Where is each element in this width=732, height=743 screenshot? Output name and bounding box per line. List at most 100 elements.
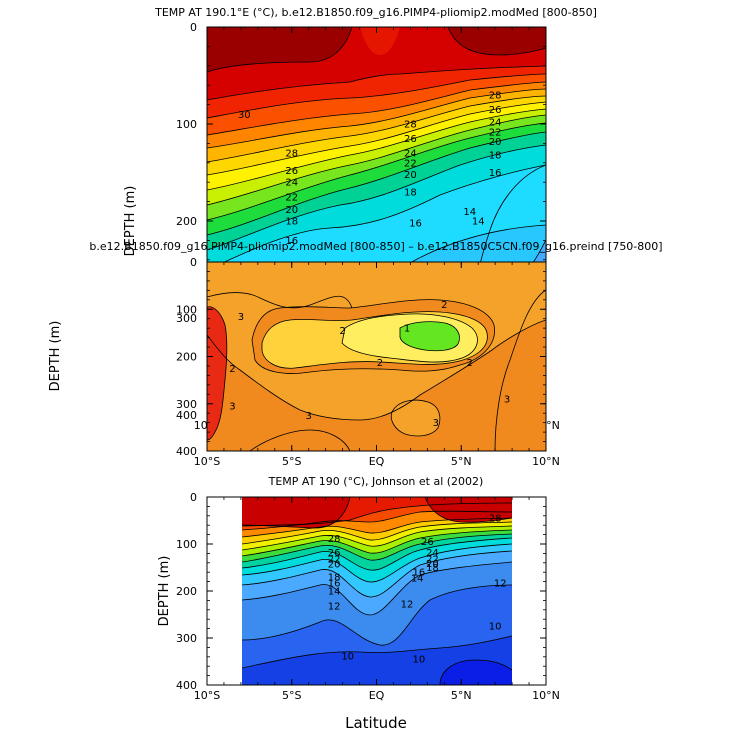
contour-label: 18 [285, 217, 298, 228]
contour-label: 20 [426, 559, 439, 570]
y-tick-label: 200 [176, 351, 197, 364]
panel-2-contour-labels: 3 2 2 1 2 2 2 3 3 3 3 [229, 300, 510, 429]
contour-label: 26 [285, 166, 298, 177]
panel-2-title: b.e12.B1850.f09_g16.PIMP4-pliomip2.modMe… [89, 240, 662, 253]
contour-label: 14 [472, 217, 485, 228]
panel-3-ylabel: DEPTH (m) [157, 556, 172, 627]
contour-label: 20 [404, 170, 417, 181]
x-tick-label: 10°N [532, 455, 560, 468]
contour-label: 20 [489, 137, 502, 148]
panel-1-chart: TEMP AT 190.1°E (°C), b.e12.B1850.f09_g1… [123, 6, 597, 432]
contour-label: 24 [489, 118, 502, 129]
contour-label: 28 [489, 90, 502, 101]
contour-label: 22 [426, 555, 439, 566]
contour-label: 3 [504, 395, 510, 406]
contour-label: 12 [494, 579, 507, 590]
contour-label: 3 [306, 411, 312, 422]
panel-3-contour-fills [242, 497, 512, 685]
contour-label: 18 [489, 151, 502, 162]
panel-3-contour-lines [242, 497, 512, 685]
contour-label: 28 [404, 120, 417, 131]
contour-label: 22 [328, 555, 341, 566]
contour-label: 16 [489, 168, 502, 179]
panel-3-chart: TEMP AT 190 (°C), Johnson et al (2002) [157, 475, 560, 732]
contour-label: 2 [229, 364, 235, 375]
x-tick-label: EQ [369, 689, 385, 702]
contour-label: 24 [404, 149, 417, 160]
contour-label: 2 [339, 326, 345, 337]
contour-label: 26 [328, 548, 341, 559]
contour-label: 12 [401, 600, 414, 611]
contour-label: 10 [413, 655, 426, 666]
panel-2-contour-lines [207, 289, 546, 451]
contour-label: 28 [285, 149, 298, 160]
contour-label: 18 [426, 563, 439, 574]
x-tick-label: 5°S [282, 455, 301, 468]
y-tick-label: 100 [176, 118, 197, 131]
y-tick-label: 300 [176, 398, 197, 411]
contour-label: 28 [328, 534, 341, 545]
contour-label: 16 [413, 568, 426, 579]
y-tick-label: 400 [176, 679, 197, 692]
contour-label: 3 [433, 418, 439, 429]
panel-1-title: TEMP AT 190.1°E (°C), b.e12.B1850.f09_g1… [154, 6, 597, 19]
y-tick-label: 300 [176, 312, 197, 325]
y-tick-label: 400 [176, 445, 197, 458]
y-tick-label: 100 [176, 538, 197, 551]
y-tick-label: 200 [176, 585, 197, 598]
x-axis-title: Latitude [345, 714, 407, 732]
panel-1-contour-fills [207, 27, 546, 415]
contour-label: 3 [238, 312, 244, 323]
contour-label: 16 [409, 218, 422, 229]
contour-label: 28 [489, 514, 502, 525]
contour-label: 26 [489, 105, 502, 116]
y-tick-label: 300 [176, 632, 197, 645]
contour-label: 20 [328, 560, 341, 571]
contour-label: 26 [421, 537, 434, 548]
y-tick-label: 200 [176, 215, 197, 228]
x-tick-label: EQ [369, 455, 385, 468]
contour-label: 20 [285, 205, 298, 216]
panel-2-ylabel: DEPTH (m) [48, 321, 63, 392]
contour-label: 18 [328, 572, 341, 583]
x-tick-label: 10°S [194, 689, 220, 702]
panel-3-title: TEMP AT 190 (°C), Johnson et al (2002) [268, 475, 484, 488]
panel-2-chart: b.e12.B1850.f09_g16.PIMP4-pliomip2.modMe… [48, 240, 663, 468]
contour-label: 2 [441, 300, 447, 311]
contour-label: 14 [463, 207, 476, 218]
contour-label: 18 [404, 187, 417, 198]
x-tick-label: 10°N [532, 689, 560, 702]
contour-label: 22 [404, 158, 417, 169]
contour-label: 3 [229, 402, 235, 413]
panel-1-contour-labels: 3028262422201816141412282624222018161428… [238, 90, 517, 295]
contour-label: 22 [285, 192, 298, 203]
y-tick-label: 100 [176, 303, 197, 316]
y-tick-label: 0 [190, 21, 197, 34]
contour-label: 14 [328, 587, 341, 598]
y-tick-label: 0 [190, 256, 197, 269]
contour-label: 12 [328, 602, 341, 613]
contour-label: 10 [341, 651, 354, 662]
contour-label: 10 [489, 621, 502, 632]
panel-3-axes: 10°S 5°S EQ 5°N 10°N 0 100 200 300 400 [176, 491, 560, 702]
contour-label: 16 [285, 236, 298, 247]
contour-label: 1 [404, 324, 410, 335]
x-tick-label: 5°N [451, 689, 472, 702]
contour-label: 16 [328, 579, 341, 590]
contour-label: 2 [467, 358, 473, 369]
panel-1-ylabel: DEPTH (m) [123, 186, 138, 257]
y-tick-label: 400 [176, 409, 197, 422]
contour-label: 24 [426, 548, 439, 559]
x-tick-label: 5°S [282, 689, 301, 702]
contour-label: 24 [285, 178, 298, 189]
contour-label: 14 [411, 573, 424, 584]
contour-label: 22 [489, 127, 502, 138]
panel-2-contour-fills [207, 262, 546, 451]
contour-label: 26 [404, 134, 417, 145]
x-tick-label: 10°S [194, 455, 220, 468]
y-tick-label: 0 [190, 491, 197, 504]
contour-label: 2 [377, 358, 383, 369]
